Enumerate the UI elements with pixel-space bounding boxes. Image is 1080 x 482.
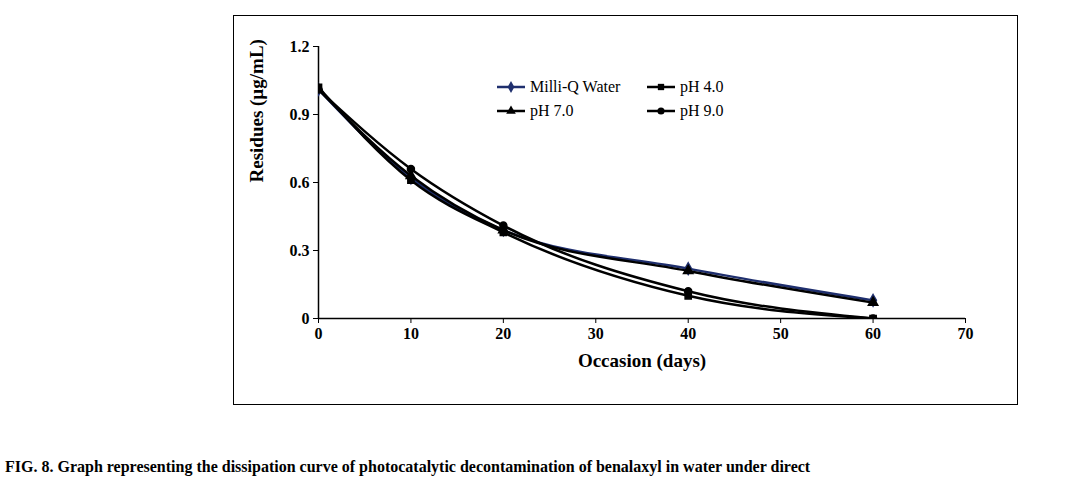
svg-text:Occasion (days): Occasion (days): [578, 350, 706, 372]
html-text:FIG. 8. Graph representing the: FIG. 8. Graph representing the dissipati…: [5, 458, 811, 475]
svg-text:70: 70: [958, 325, 974, 342]
svg-text:30: 30: [588, 325, 604, 342]
svg-text:0.6: 0.6: [290, 174, 310, 191]
html-text:pH 4.0: pH 4.0: [680, 78, 724, 95]
svg-text:60: 60: [865, 325, 881, 342]
svg-text:0.3: 0.3: [290, 242, 310, 259]
svg-text:Residues (µg/mL): Residues (µg/mL): [246, 39, 268, 182]
svg-text:0: 0: [302, 310, 310, 327]
html-text:pH 9.0: pH 9.0: [680, 102, 724, 119]
svg-text:0: 0: [315, 325, 323, 342]
svg-text:50: 50: [773, 325, 789, 342]
svg-text:0.9: 0.9: [290, 106, 310, 123]
html-text:Milli-Q Water: Milli-Q Water: [530, 78, 621, 95]
svg-text:20: 20: [495, 325, 511, 342]
svg-text:10: 10: [403, 325, 419, 342]
svg-text:1.2: 1.2: [290, 38, 310, 55]
html-text:pH 7.0: pH 7.0: [530, 102, 574, 119]
svg-text:40: 40: [680, 325, 696, 342]
